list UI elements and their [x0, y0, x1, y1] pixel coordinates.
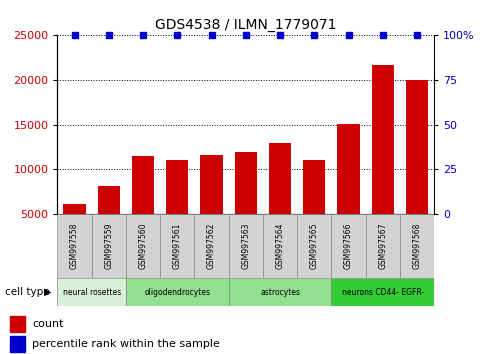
Text: GSM997559: GSM997559	[104, 223, 113, 269]
Bar	[331, 278, 434, 306]
Bar	[126, 278, 229, 306]
Text: GSM997567: GSM997567	[378, 223, 387, 269]
Text: neural rosettes: neural rosettes	[62, 287, 121, 297]
Text: cell type: cell type	[5, 287, 49, 297]
Bar	[57, 214, 92, 278]
Bar	[400, 214, 434, 278]
Text: neurons CD44- EGFR-: neurons CD44- EGFR-	[342, 287, 424, 297]
Text: GSM997563: GSM997563	[241, 223, 250, 269]
Text: GSM997568: GSM997568	[413, 223, 422, 269]
Bar	[229, 278, 331, 306]
Text: GSM997560: GSM997560	[139, 223, 148, 269]
Bar	[126, 214, 160, 278]
Bar	[331, 214, 366, 278]
Bar	[98, 185, 120, 259]
Bar	[229, 214, 263, 278]
Text: GSM997564: GSM997564	[275, 223, 284, 269]
Text: ▶: ▶	[44, 287, 51, 297]
Text: astrocytes: astrocytes	[260, 287, 300, 297]
Bar	[303, 160, 325, 259]
Title: GDS4538 / ILMN_1779071: GDS4538 / ILMN_1779071	[155, 18, 336, 32]
Bar	[269, 143, 291, 259]
Bar	[132, 156, 154, 259]
Text: GSM997565: GSM997565	[310, 223, 319, 269]
Text: GSM997566: GSM997566	[344, 223, 353, 269]
Bar	[166, 160, 189, 259]
Bar	[297, 214, 331, 278]
Bar	[92, 214, 126, 278]
Text: GSM997558: GSM997558	[70, 223, 79, 269]
Bar	[366, 214, 400, 278]
Bar	[10, 316, 25, 332]
Bar	[63, 204, 86, 259]
Bar	[406, 80, 428, 259]
Text: oligodendrocytes: oligodendrocytes	[144, 287, 210, 297]
Text: percentile rank within the sample: percentile rank within the sample	[32, 339, 221, 349]
Text: GSM997562: GSM997562	[207, 223, 216, 269]
Bar	[10, 337, 25, 352]
Bar	[57, 278, 126, 306]
Text: GSM997561: GSM997561	[173, 223, 182, 269]
Bar	[263, 214, 297, 278]
Bar	[372, 65, 394, 259]
Bar	[337, 124, 360, 259]
Bar	[160, 214, 195, 278]
Text: count: count	[32, 319, 64, 329]
Bar	[201, 155, 223, 259]
Bar	[195, 214, 229, 278]
Bar	[235, 153, 257, 259]
